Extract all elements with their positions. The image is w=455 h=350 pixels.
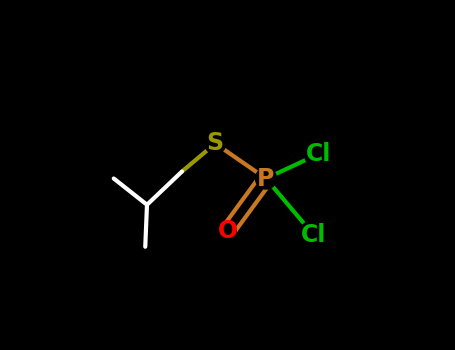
Circle shape [219,222,236,240]
Text: Cl: Cl [306,142,331,166]
Circle shape [256,168,277,189]
Text: P: P [258,167,275,190]
Text: Cl: Cl [301,223,326,246]
Text: O: O [217,219,238,243]
Circle shape [304,140,333,168]
Circle shape [205,133,226,154]
Text: S: S [207,132,224,155]
Circle shape [299,220,327,248]
